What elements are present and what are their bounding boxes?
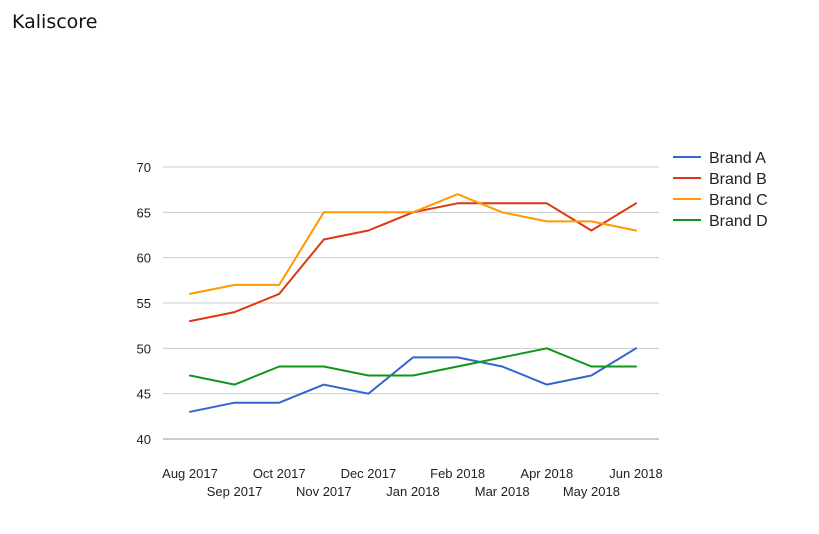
y-tick-label: 45 — [137, 387, 151, 402]
x-axis-ticks: Aug 2017 Sep 2017 Oct 2017 Nov 2017 Dec 2017… — [162, 466, 663, 499]
y-tick-label: 65 — [137, 205, 151, 220]
x-tick-label: Aug 2017 — [162, 466, 218, 481]
series-lines — [189, 193, 637, 413]
y-tick-label: 40 — [137, 432, 151, 447]
legend: Brand A Brand B Brand C Brand D — [673, 150, 768, 230]
legend-label-brand-b: Brand B — [709, 171, 767, 188]
y-tick-label: 50 — [137, 341, 151, 356]
y-tick-label: 55 — [137, 296, 151, 311]
series-line-brand-a — [189, 347, 637, 413]
gridlines — [163, 166, 659, 440]
y-tick-label: 70 — [137, 160, 151, 175]
x-tick-label: Apr 2018 — [520, 466, 573, 481]
x-tick-label: Nov 2017 — [296, 484, 352, 499]
x-tick-label: Mar 2018 — [475, 484, 530, 499]
legend-label-brand-d: Brand D — [709, 213, 768, 230]
y-tick-label: 60 — [137, 251, 151, 266]
y-axis-ticks: 40 45 50 55 60 65 70 — [137, 160, 151, 447]
series-line-brand-d — [189, 347, 637, 386]
x-tick-label: Sep 2017 — [207, 484, 263, 499]
x-tick-label: Jan 2018 — [386, 484, 440, 499]
legend-label-brand-a: Brand A — [709, 150, 766, 167]
x-tick-label: Dec 2017 — [341, 466, 397, 481]
series-line-brand-c — [189, 193, 637, 295]
x-tick-label: Feb 2018 — [430, 466, 485, 481]
legend-label-brand-c: Brand C — [709, 192, 768, 209]
x-tick-label: Jun 2018 — [609, 466, 663, 481]
x-tick-label: May 2018 — [563, 484, 620, 499]
page-title: Kaliscore — [12, 11, 98, 33]
x-tick-label: Oct 2017 — [253, 466, 306, 481]
